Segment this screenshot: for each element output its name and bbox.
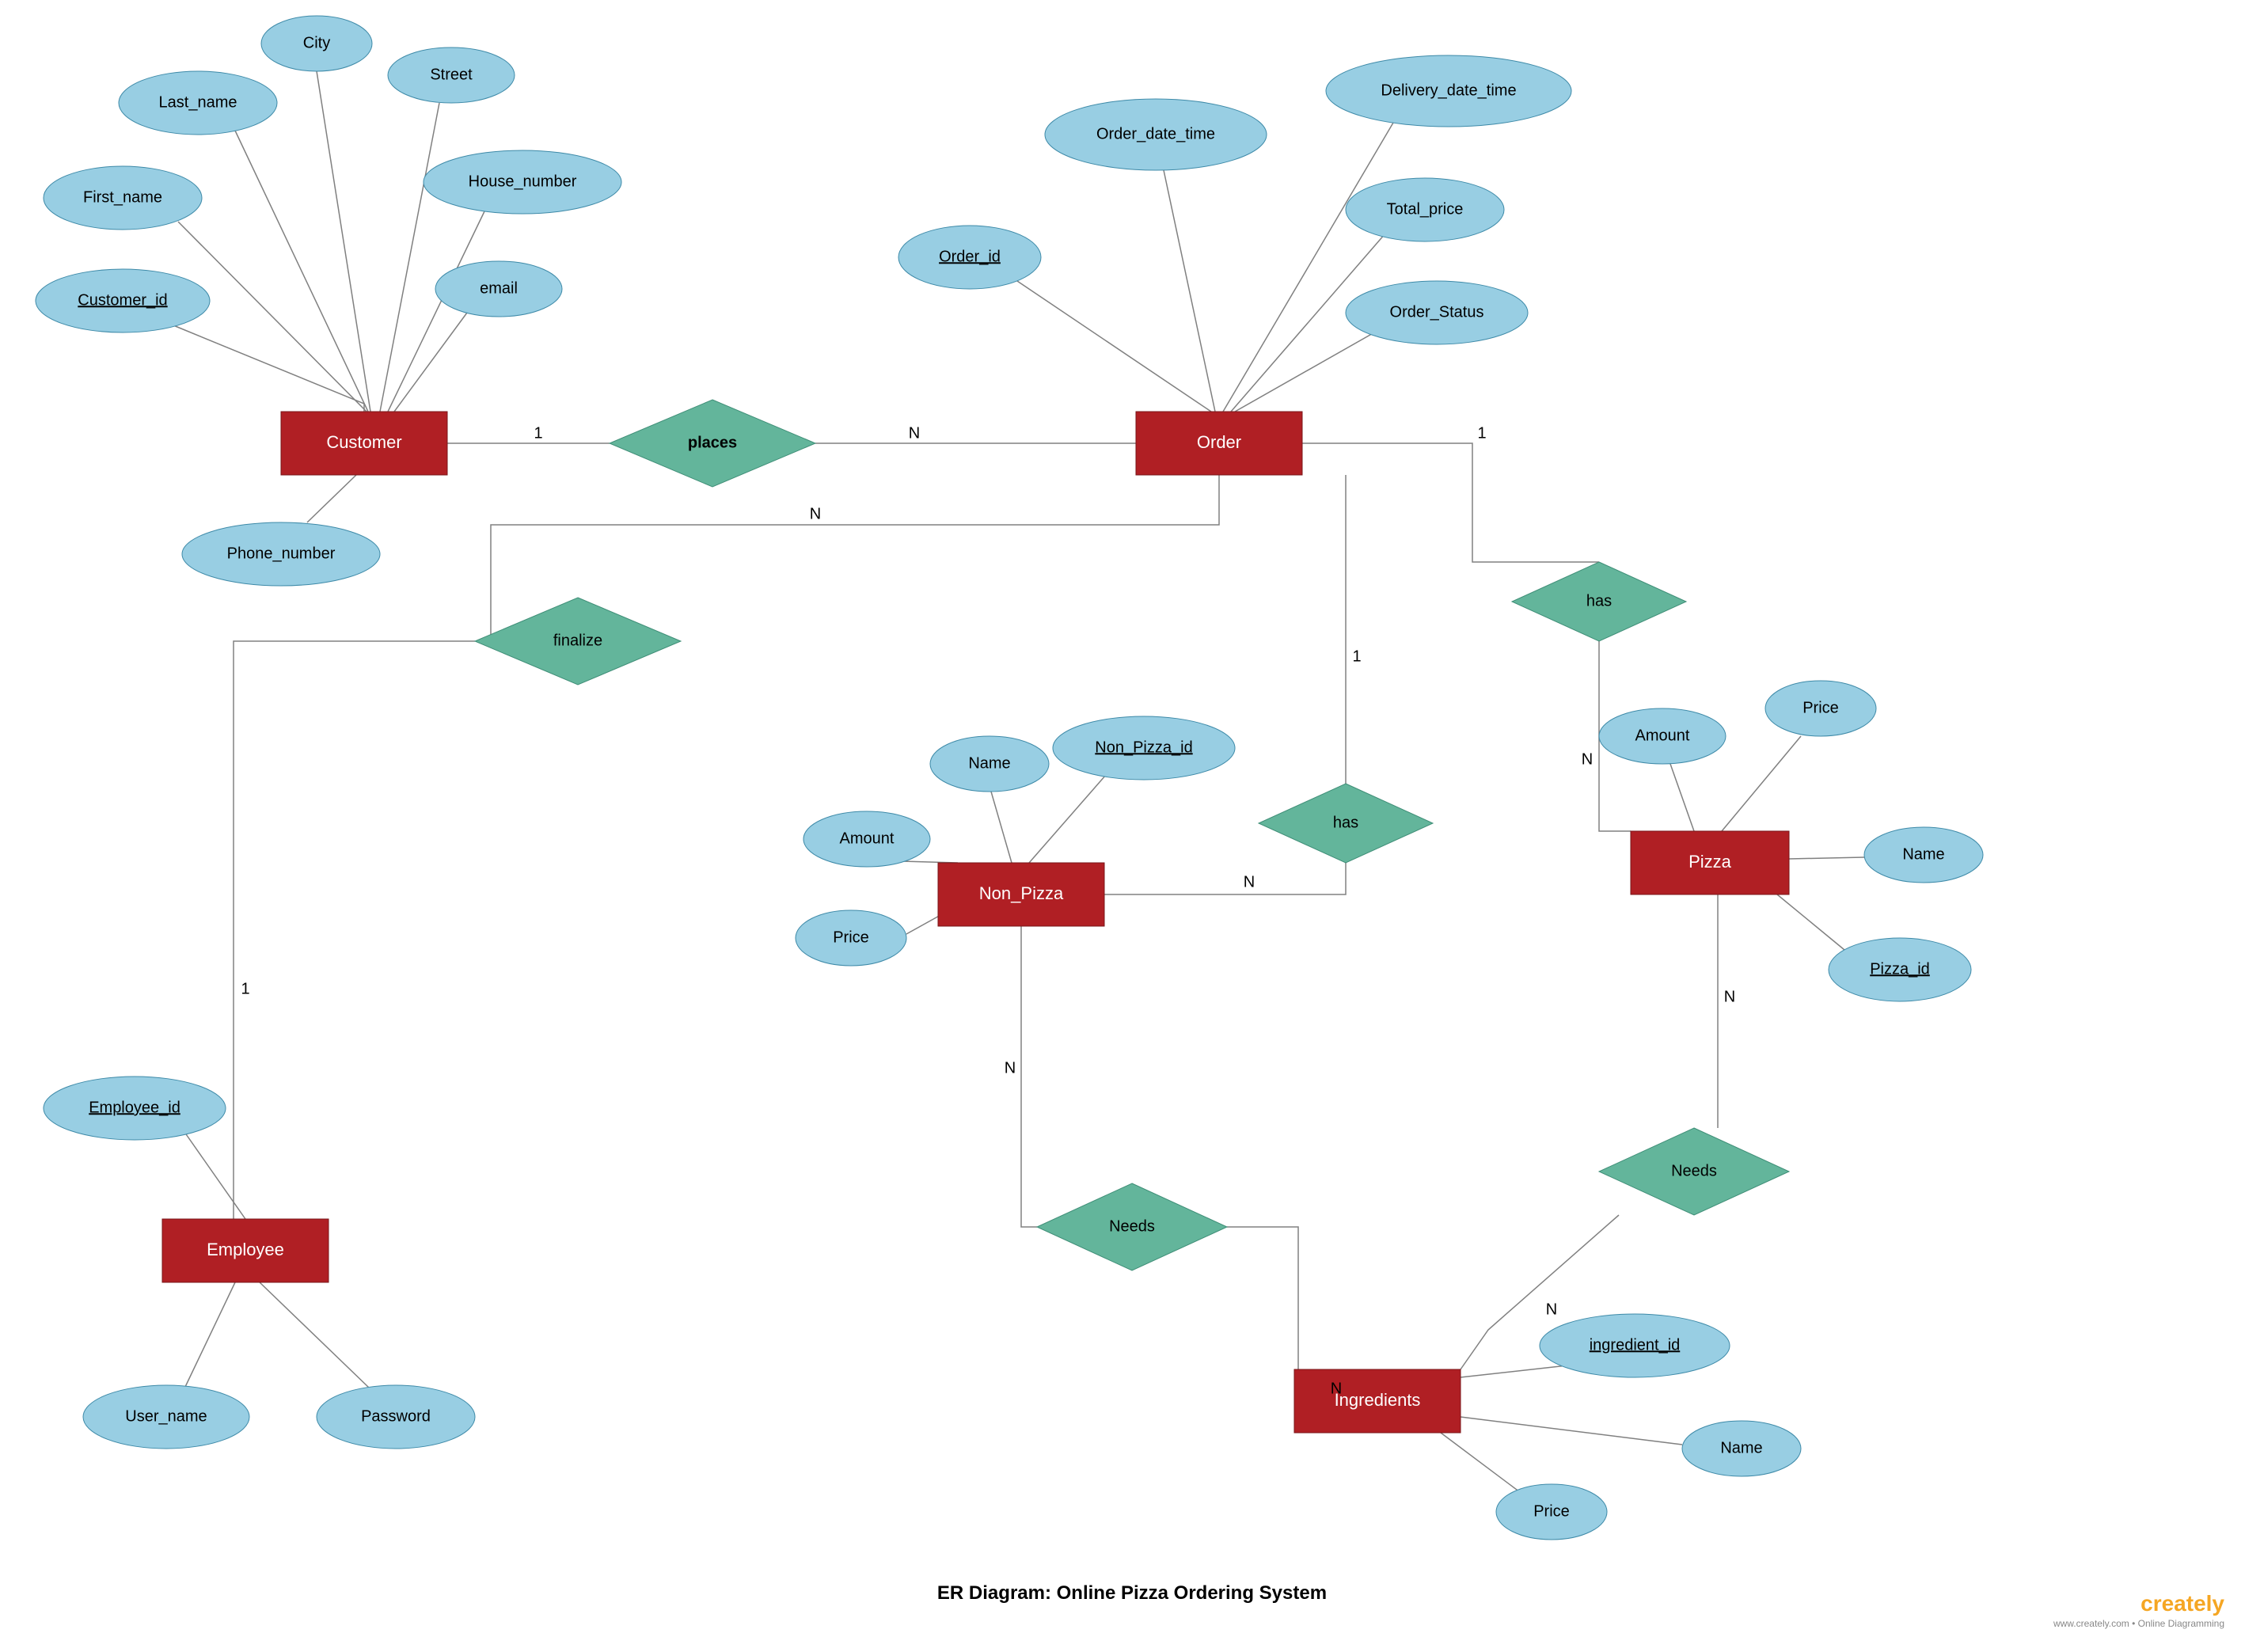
- attribute-label: Amount: [840, 830, 895, 847]
- cardinality-label: 1: [534, 424, 542, 442]
- edge: [1441, 1433, 1520, 1492]
- attribute-label: First_name: [83, 188, 162, 206]
- edge: [1021, 926, 1037, 1227]
- relationship-label: Needs: [1109, 1217, 1155, 1235]
- attribute-label: Pizza_id: [1870, 960, 1930, 978]
- attribute-label: Name: [1902, 845, 1944, 863]
- attribute-label: Employee_id: [89, 1099, 180, 1116]
- edge: [184, 1132, 245, 1219]
- edge: [178, 222, 367, 412]
- edge: [1235, 329, 1381, 412]
- cardinality-label: N: [1582, 750, 1593, 768]
- edge: [1777, 894, 1844, 950]
- cardinality-label: N: [909, 424, 920, 442]
- edge: [307, 475, 356, 522]
- attribute-label: Price: [1802, 699, 1839, 716]
- attribute-label: Name: [968, 754, 1010, 772]
- watermark-logo: creately: [2141, 1591, 2224, 1616]
- attribute-label: Phone_number: [227, 545, 336, 562]
- edge: [185, 1282, 235, 1387]
- attribute-label: Price: [1533, 1502, 1570, 1520]
- edge: [1722, 736, 1801, 831]
- edge: [1223, 123, 1393, 412]
- entity-label: Non_Pizza: [979, 883, 1064, 903]
- attribute-label: Total_price: [1387, 200, 1464, 218]
- attribute-label: ingredient_id: [1590, 1336, 1681, 1354]
- attribute-label: Order_Status: [1390, 303, 1484, 321]
- relationship-label: places: [688, 434, 737, 451]
- attribute-label: Customer_id: [78, 291, 167, 309]
- attributes-layer: Customer_id First_name Last_name City Street…: [36, 16, 1983, 1540]
- edge: [234, 641, 475, 1219]
- relationship-label: has: [1333, 814, 1358, 831]
- entity-label: Customer: [326, 432, 401, 452]
- edge: [1789, 857, 1864, 859]
- attribute-label: email: [480, 279, 518, 297]
- cardinality-label: N: [1005, 1059, 1016, 1077]
- attribute-label: Password: [361, 1407, 431, 1425]
- cardinality-label: N: [810, 505, 821, 522]
- attribute-label: Price: [833, 929, 869, 946]
- cardinality-label: N: [1244, 873, 1255, 891]
- er-diagram: places finalize has has Needs Needs Customer Or…: [0, 0, 2264, 1652]
- attribute-label: Name: [1720, 1439, 1762, 1456]
- attribute-label: Delivery_date_time: [1381, 82, 1516, 99]
- edge: [1104, 863, 1346, 894]
- edge: [1670, 764, 1694, 831]
- edge: [394, 313, 467, 412]
- relationship-label: Needs: [1671, 1162, 1717, 1179]
- entity-label: Employee: [207, 1240, 284, 1259]
- relationships-layer: places finalize has has Needs Needs: [475, 400, 1789, 1270]
- cardinality-label: N: [1724, 988, 1735, 1005]
- edge: [1461, 1417, 1682, 1445]
- cardinality-label: 1: [241, 980, 249, 997]
- attribute-label: Amount: [1635, 727, 1690, 744]
- entity-label: Order: [1197, 432, 1241, 452]
- edge: [906, 914, 942, 934]
- edge: [1017, 281, 1211, 412]
- cardinality-label: N: [1331, 1380, 1342, 1397]
- attribute-label: Order_date_time: [1096, 125, 1215, 142]
- attribute-label: Last_name: [159, 93, 237, 111]
- attribute-label: Order_id: [939, 248, 1001, 265]
- cardinality-label: 1: [1477, 424, 1486, 442]
- entity-label: Pizza: [1689, 852, 1732, 872]
- attribute-label: Street: [430, 66, 473, 83]
- watermark-tagline: www.creately.com • Online Diagramming: [2053, 1618, 2224, 1629]
- edge: [173, 325, 364, 412]
- cardinality-label: N: [1546, 1301, 1557, 1318]
- attribute-label: User_name: [125, 1407, 207, 1425]
- attribute-label: House_number: [469, 173, 577, 190]
- relationship-label: has: [1586, 592, 1612, 610]
- edge: [1461, 1365, 1567, 1377]
- edge: [1029, 775, 1106, 863]
- edge: [1164, 170, 1215, 412]
- attribute-label: City: [303, 34, 330, 51]
- cardinality-label: 1: [1352, 648, 1361, 665]
- diagram-title: ER Diagram: Online Pizza Ordering System: [937, 1582, 1327, 1604]
- edge: [1302, 443, 1599, 562]
- attribute-label: Non_Pizza_id: [1095, 739, 1192, 756]
- entity-label: Ingredients: [1335, 1390, 1421, 1410]
- edge: [260, 1282, 369, 1388]
- edge: [991, 792, 1012, 863]
- relationship-label: finalize: [553, 632, 602, 649]
